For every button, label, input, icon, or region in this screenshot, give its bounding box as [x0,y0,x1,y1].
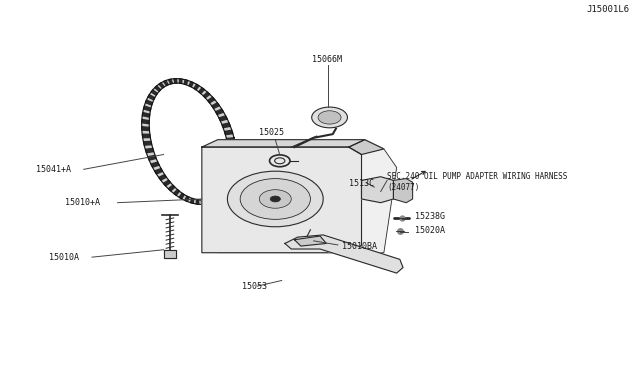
Polygon shape [222,123,230,128]
Polygon shape [221,188,227,193]
Polygon shape [223,183,230,188]
Polygon shape [228,166,236,170]
Text: J15001L6: J15001L6 [587,5,630,14]
Circle shape [270,196,280,202]
Text: 1513C: 1513C [349,179,374,187]
Polygon shape [142,119,149,124]
Text: 15238G: 15238G [415,212,445,221]
Polygon shape [189,81,193,87]
Polygon shape [229,153,236,156]
Polygon shape [143,106,151,111]
Text: 15010BA: 15010BA [342,242,378,251]
Polygon shape [179,79,182,83]
Polygon shape [143,113,150,117]
Text: 15010A: 15010A [49,253,79,262]
Polygon shape [184,80,188,85]
Text: 15010+A: 15010+A [65,198,100,207]
Circle shape [259,190,291,208]
Polygon shape [210,198,214,202]
Polygon shape [191,198,194,203]
Polygon shape [164,81,168,86]
Polygon shape [148,155,156,160]
Polygon shape [204,92,210,98]
Polygon shape [202,140,365,147]
Polygon shape [141,78,237,204]
Circle shape [312,107,348,128]
Polygon shape [285,235,403,273]
Polygon shape [196,200,199,204]
Polygon shape [155,86,161,91]
Polygon shape [155,169,163,174]
Circle shape [318,111,341,124]
Polygon shape [164,250,176,257]
Polygon shape [214,195,219,200]
Polygon shape [151,90,157,95]
Text: 15066M: 15066M [312,55,342,64]
Polygon shape [185,196,189,201]
Polygon shape [173,190,179,195]
Text: SEC.240 OIL PUMP ADAPTER WIRING HARNESS: SEC.240 OIL PUMP ADAPTER WIRING HARNESS [387,172,568,181]
Text: (24077): (24077) [387,183,419,192]
Polygon shape [218,140,397,253]
Polygon shape [179,193,184,199]
Circle shape [227,171,323,227]
Polygon shape [142,127,149,131]
Polygon shape [148,95,155,100]
Text: 15041+A: 15041+A [36,165,71,174]
Text: 15053: 15053 [242,282,267,291]
Polygon shape [227,138,235,142]
Polygon shape [294,236,326,246]
Polygon shape [202,147,362,253]
Polygon shape [168,185,175,191]
Polygon shape [205,199,209,204]
Polygon shape [228,145,236,149]
Polygon shape [212,103,220,108]
Polygon shape [145,148,154,153]
Polygon shape [145,100,152,105]
Polygon shape [218,192,223,197]
Polygon shape [151,162,159,167]
Polygon shape [229,159,236,164]
Polygon shape [163,180,170,186]
Polygon shape [394,179,413,203]
Text: 15025: 15025 [259,128,284,137]
Polygon shape [219,116,227,121]
Polygon shape [168,79,172,84]
Polygon shape [216,109,223,115]
Text: 15020A: 15020A [415,226,445,235]
Polygon shape [143,141,152,145]
Circle shape [240,179,310,219]
Polygon shape [227,172,234,177]
Polygon shape [201,200,204,204]
Polygon shape [225,130,233,135]
Polygon shape [362,177,394,203]
Polygon shape [198,88,204,93]
Polygon shape [174,79,177,83]
Polygon shape [349,140,384,154]
Polygon shape [142,134,150,138]
Polygon shape [226,178,233,183]
Polygon shape [208,97,214,103]
Polygon shape [159,175,166,180]
Polygon shape [159,83,164,88]
Polygon shape [194,84,199,90]
